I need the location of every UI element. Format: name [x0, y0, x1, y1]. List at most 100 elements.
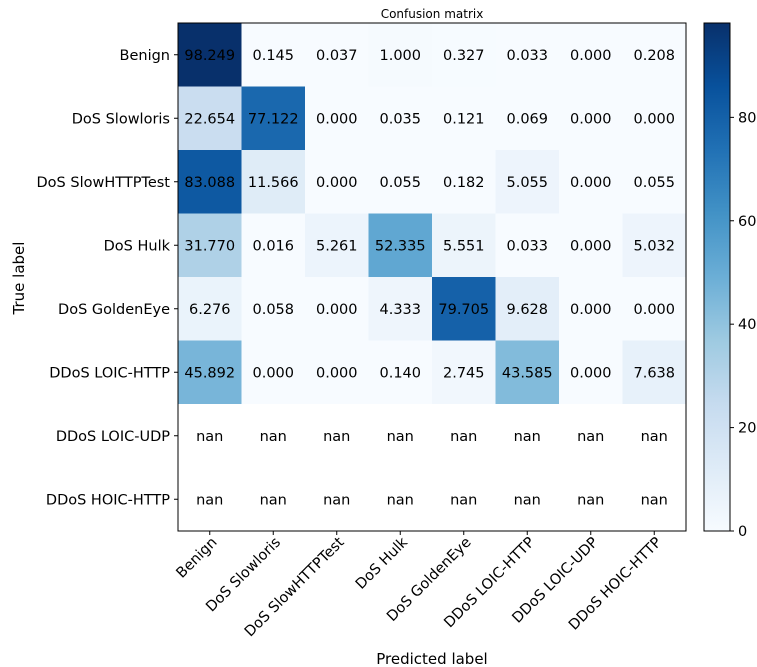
- heatmap-cell: [559, 277, 623, 341]
- cell-value-label: 45.892: [184, 365, 235, 381]
- plot-frame: [177, 22, 687, 532]
- heatmap-cell: [495, 150, 560, 214]
- cell-value-label: 5.261: [316, 238, 358, 254]
- cell-value-label: 0.016: [252, 238, 294, 254]
- cell-value-label: 77.122: [248, 111, 299, 127]
- cell-value-label: 0.055: [379, 175, 421, 191]
- heatmap-cell: [432, 404, 496, 468]
- heatmap-cell: [178, 404, 242, 468]
- cell-value-label: 0.037: [316, 48, 358, 64]
- heatmap-cell: [368, 23, 433, 87]
- heatmap-cell: [368, 467, 433, 532]
- cell-value-label: 0.033: [506, 238, 548, 254]
- heatmap-cell: [495, 467, 560, 532]
- cell-value-label: nan: [196, 492, 223, 508]
- heatmap-cell: [432, 213, 496, 278]
- heatmap-cell: [178, 467, 242, 532]
- cell-value-label: 79.705: [438, 302, 489, 318]
- heatmap-cell: [241, 404, 306, 468]
- heatmap-cell: [622, 213, 687, 278]
- cell-value-label: 0.000: [570, 175, 612, 191]
- cell-value-label: 98.249: [184, 48, 235, 64]
- cell-value-label: nan: [514, 492, 541, 508]
- heatmap-cell: [559, 86, 623, 151]
- colorbar-tick-label: 40: [738, 317, 756, 333]
- cell-value-label: 0.058: [252, 302, 294, 318]
- column-label: Benign: [174, 535, 221, 582]
- colorbar-tick-label: 0: [738, 524, 747, 540]
- cell-value-label: 0.000: [570, 111, 612, 127]
- heatmap-cell: [368, 213, 433, 278]
- heatmap-cell: [241, 340, 306, 405]
- cell-value-label: 0.140: [379, 365, 421, 381]
- heatmap-cell: [241, 86, 306, 151]
- heatmap-cell: [241, 277, 306, 341]
- colorbar-tick-label: 60: [738, 214, 756, 230]
- heatmap-cell: [368, 150, 433, 214]
- heatmap-cell: [495, 86, 560, 151]
- cell-value-label: nan: [387, 429, 414, 445]
- cell-value-label: 0.000: [570, 302, 612, 318]
- cell-value-label: nan: [577, 492, 604, 508]
- heatmap-cell: [495, 340, 560, 405]
- row-tick-labels: Benign DoS Slowloris DoS SlowHTTPTest DoS H…: [37, 48, 178, 508]
- x-axis-label: Predicted label: [376, 650, 487, 667]
- heatmap-cell: [432, 23, 496, 87]
- heatmap-cell: [241, 150, 306, 214]
- cell-value-label: 0.000: [316, 302, 358, 318]
- cell-value-label: nan: [577, 429, 604, 445]
- heatmap-cell: [368, 404, 433, 468]
- cell-value-label: 0.182: [443, 175, 485, 191]
- heatmap-cell: [305, 467, 369, 532]
- heatmap-cell: [241, 213, 306, 278]
- cell-value-label: 7.638: [633, 365, 675, 381]
- row-label: DoS Slowloris: [72, 111, 170, 127]
- cell-value-label: 22.654: [184, 111, 235, 127]
- heatmap-cell: [178, 213, 242, 278]
- cell-value-label: 5.551: [443, 238, 485, 254]
- cell-value-label: 31.770: [184, 238, 235, 254]
- cell-value-label: 0.000: [316, 111, 358, 127]
- cell-value-label: nan: [450, 492, 477, 508]
- y-axis-label: True label: [10, 242, 28, 316]
- cell-value-label: 0.000: [570, 238, 612, 254]
- heatmap-cell: [432, 150, 496, 214]
- heatmap-cell: [559, 404, 623, 468]
- row-label: DoS SlowHTTPTest: [37, 175, 171, 191]
- heatmap-cell: [432, 277, 496, 341]
- colorbar: [703, 22, 731, 532]
- row-label: DoS GoldenEye: [58, 302, 170, 318]
- cell-value-label: 0.000: [633, 111, 675, 127]
- heatmap-cell: [559, 340, 623, 405]
- heatmap-cell: [622, 340, 687, 405]
- heatmap-cell: [622, 467, 687, 532]
- heatmap-cell: [305, 23, 369, 87]
- cell-value-label: 5.032: [633, 238, 675, 254]
- colorbar-tick-label: 80: [738, 110, 756, 126]
- cell-value-label: 5.055: [506, 175, 548, 191]
- heatmap-cell: [622, 404, 687, 468]
- row-label: DoS Hulk: [104, 238, 171, 254]
- cell-value-label: 0.000: [633, 302, 675, 318]
- cell-value-label: 0.033: [506, 48, 548, 64]
- cell-value-label: 0.035: [379, 111, 421, 127]
- cell-value-label: 0.000: [570, 365, 612, 381]
- heatmap-cells: 98.249 0.145 0.037 1.000 0.327 0.033 0.000 0.20…: [178, 23, 687, 532]
- cell-value-label: nan: [323, 492, 350, 508]
- cell-value-label: nan: [260, 492, 287, 508]
- heatmap-cell: [368, 277, 433, 341]
- heatmap-cell: [495, 277, 560, 341]
- heatmap-cell: [559, 467, 623, 532]
- cell-value-label: 0.145: [252, 48, 294, 64]
- cell-value-label: 9.628: [506, 302, 548, 318]
- cell-value-label: nan: [323, 429, 350, 445]
- cell-value-label: nan: [641, 429, 668, 445]
- cell-value-label: 0.000: [316, 175, 358, 191]
- cell-value-label: 0.069: [506, 111, 548, 127]
- heatmap-cell: [305, 340, 369, 405]
- heatmap-cell: [432, 340, 496, 405]
- cell-value-label: nan: [641, 492, 668, 508]
- cell-value-label: 1.000: [379, 48, 421, 64]
- cell-value-label: 0.121: [443, 111, 485, 127]
